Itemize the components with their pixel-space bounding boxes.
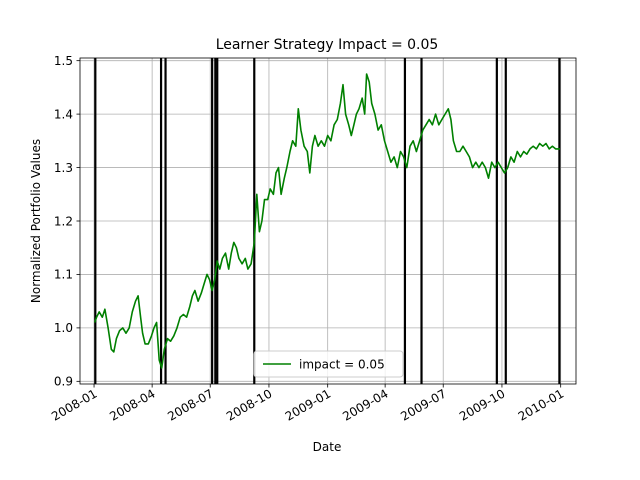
y-axis-label: Normalized Portfolio Values [29, 139, 43, 303]
legend-box [253, 350, 404, 378]
y-tick-label: 1.1 [54, 268, 73, 282]
series-line [93, 73, 560, 369]
x-axis-label: Date [313, 440, 342, 454]
series-layer [93, 73, 560, 369]
y-tick-label: 1.4 [54, 107, 73, 121]
y-axis-ticks: 0.9 1.0 1.1 1.2 1.3 1.4 1.5 [54, 54, 80, 389]
legend-entry: impact = 0.05 [299, 358, 385, 372]
legend: impact = 0.05 [253, 350, 404, 378]
grid [80, 58, 576, 384]
y-tick-label: 1.5 [54, 54, 73, 68]
chart-title: Learner Strategy Impact = 0.05 [216, 37, 439, 53]
y-tick-label: 1.3 [54, 161, 73, 175]
event-markers [94, 58, 561, 384]
y-tick-label: 1.0 [54, 321, 73, 335]
y-tick-label: 1.2 [54, 214, 73, 228]
y-tick-label: 0.9 [54, 375, 73, 389]
